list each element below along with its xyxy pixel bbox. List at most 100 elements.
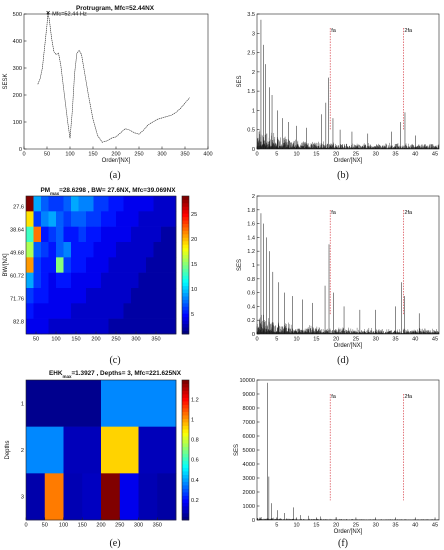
panel-f-spectrum: (f) 5 10 15 20 25 30 35 40 45 0 1000 2000 3000 4000 50… bbox=[234, 378, 440, 549]
panel-e-colorbar-segment bbox=[182, 453, 189, 458]
panel-c-heatmap-cell bbox=[168, 211, 177, 227]
panel-e-y-axis-label: Depths bbox=[5, 440, 11, 459]
panel-c-heatmap-cell bbox=[108, 196, 117, 212]
panel-c-heatmap-cell bbox=[123, 242, 132, 258]
panel-a-peak-annotation: Mfc=52.44 Hz bbox=[52, 12, 87, 18]
panel-c-heatmap-cell bbox=[131, 242, 139, 258]
panel-c-heatmap-cell bbox=[78, 226, 87, 243]
panel-b-x-tick-label: 30 bbox=[373, 152, 379, 158]
panel-b-y-tick-label: 0 bbox=[252, 147, 255, 153]
panel-c-colorbar-segment bbox=[182, 302, 189, 307]
panel-c-heatmap-cell bbox=[86, 318, 94, 335]
panel-e-colorbar-segment bbox=[182, 471, 189, 475]
panel-e-colorbar-segment bbox=[182, 478, 189, 482]
panel-c-heatmap-cell bbox=[131, 303, 139, 319]
panel-f-marker-label: fa bbox=[331, 394, 337, 400]
panel-c-heatmap-cell bbox=[56, 318, 64, 335]
panel-e-heatmap-cell bbox=[157, 473, 177, 521]
panel-c-colorbar-segment bbox=[182, 313, 189, 318]
panel-c-colorbar-segment bbox=[182, 316, 189, 321]
panel-c-heatmap-cell bbox=[41, 211, 49, 227]
panel-f-x-tick-label: 45 bbox=[432, 523, 438, 529]
panel-d-y-axis-label: SES bbox=[237, 259, 243, 271]
panel-c-heatmap-cell bbox=[108, 226, 117, 243]
panel-d-y-tick-label: 1 bbox=[252, 263, 255, 269]
panel-c-heatmap-cell bbox=[26, 196, 34, 212]
panel-c-heatmap-cell bbox=[48, 242, 57, 258]
panel-f-y-tick-label: 2000 bbox=[243, 490, 255, 496]
panel-c-heatmap-cell bbox=[123, 318, 132, 335]
panel-c-heatmap-cell bbox=[101, 196, 109, 212]
panel-a-y-axis-label: SESK bbox=[3, 73, 9, 89]
panel-c-heatmap-cell bbox=[86, 196, 94, 212]
panel-c-heatmap-cell bbox=[138, 211, 147, 227]
panel-c-heatmap-cell bbox=[116, 318, 124, 335]
panel-e-heatmap-cell bbox=[101, 473, 121, 521]
panel-e-title: EHKmax=1.3927 , Depths= 3, Mfc=221.625NX bbox=[49, 370, 182, 379]
panel-c-heatmap-cell bbox=[93, 318, 102, 335]
panel-d-x-tick-label: 45 bbox=[432, 337, 438, 343]
panel-c-heatmap-cell bbox=[131, 318, 139, 335]
panel-c-y-tick-label: 82.8 bbox=[13, 320, 24, 326]
panel-c-colorbar-segment bbox=[182, 296, 189, 300]
panel-c-heatmap-cell bbox=[26, 257, 34, 273]
panel-e-x-tick-label: 200 bbox=[96, 523, 105, 529]
panel-f-x-tick-label: 25 bbox=[353, 523, 359, 529]
panel-c-colorbar-segment bbox=[182, 292, 189, 297]
panel-c-heatmap-cell bbox=[48, 318, 57, 335]
panel-d-x-axis-label: Order/[NX] bbox=[334, 343, 363, 349]
panel-c-colorbar-segment bbox=[182, 209, 189, 214]
panel-c-heatmap-cell bbox=[56, 226, 64, 243]
panel-b-x-tick-label: 25 bbox=[353, 152, 359, 158]
panel-d-y-tick-label: 1.8 bbox=[247, 208, 255, 214]
panel-e-colorbar-segment bbox=[182, 432, 189, 437]
panel-c-heatmap-cell bbox=[86, 226, 94, 243]
panel-f-x-axis-label: Order/[NX] bbox=[334, 529, 363, 535]
panel-c-heatmap-cell bbox=[48, 226, 57, 243]
panel-d-y-tick-label: 1.6 bbox=[247, 222, 255, 228]
panel-c-heatmap-cell bbox=[41, 272, 49, 289]
panel-e-colorbar-tick: 1.2 bbox=[191, 397, 199, 403]
panel-f-frame bbox=[256, 379, 440, 521]
panel-c-heatmap-cell bbox=[71, 272, 79, 289]
panel-c-title-sub: max bbox=[50, 191, 60, 196]
panel-f-caption: (f) bbox=[338, 538, 348, 549]
panel-b-frame bbox=[256, 13, 440, 150]
panel-c-heatmap-cell bbox=[146, 196, 154, 212]
panel-a-x-tick-label: 200 bbox=[111, 152, 120, 158]
panel-e-heatmap-cell bbox=[63, 426, 102, 474]
panel-c-heatmap-cell bbox=[56, 303, 64, 319]
panel-c-heatmap-cell bbox=[168, 257, 177, 273]
panel-e-colorbar-segment bbox=[182, 390, 189, 395]
panel-c-heatmap-cell bbox=[131, 272, 139, 289]
panel-c-y-tick-label: 60.72 bbox=[10, 274, 24, 280]
panel-c-heatmap-cell bbox=[93, 272, 102, 289]
panel-c-heatmap-cell bbox=[116, 288, 124, 304]
panel-b-y-tick-label: 2.5 bbox=[247, 51, 255, 57]
panel-c-colorbar-tick: 25 bbox=[191, 212, 197, 218]
panel-c-heatmap-cell bbox=[63, 288, 72, 304]
panel-c-heatmap-cell bbox=[78, 196, 87, 212]
panel-c-heatmap-cell bbox=[71, 211, 79, 227]
panel-a-frame bbox=[23, 13, 209, 150]
panel-c-frame bbox=[25, 195, 177, 335]
panel-b-x-tick-label: 20 bbox=[333, 152, 339, 158]
panel-f-y-tick-label: 4000 bbox=[243, 462, 255, 468]
panel-c-heatmap-cell bbox=[78, 303, 87, 319]
panel-c-heatmap-cell bbox=[168, 303, 177, 319]
panel-a-x-tick-label: 400 bbox=[203, 152, 212, 158]
panel-a-x-tick-label: 350 bbox=[180, 152, 189, 158]
panel-c-colorbar-tick: 10 bbox=[191, 287, 197, 293]
panel-a-title: Protrugram, Mfc=52.44NX bbox=[76, 5, 155, 12]
panel-c-colorbar-segment bbox=[182, 237, 189, 242]
panel-e-x-tick-label: 50 bbox=[42, 523, 48, 529]
panel-c-heatmap-cell bbox=[93, 196, 102, 212]
panel-e-x-tick-label: 250 bbox=[115, 523, 124, 529]
panel-b-caption: (b) bbox=[337, 170, 349, 181]
panel-c-heatmap-cell bbox=[26, 318, 34, 335]
panel-d-marker-label: 2fa bbox=[404, 210, 413, 216]
panel-e-x-tick-label: 300 bbox=[134, 523, 143, 529]
panel-c-heatmap-cell bbox=[153, 211, 162, 227]
panel-c-heatmap-cell bbox=[146, 257, 154, 273]
panel-e-heatmap-cell bbox=[101, 380, 177, 427]
